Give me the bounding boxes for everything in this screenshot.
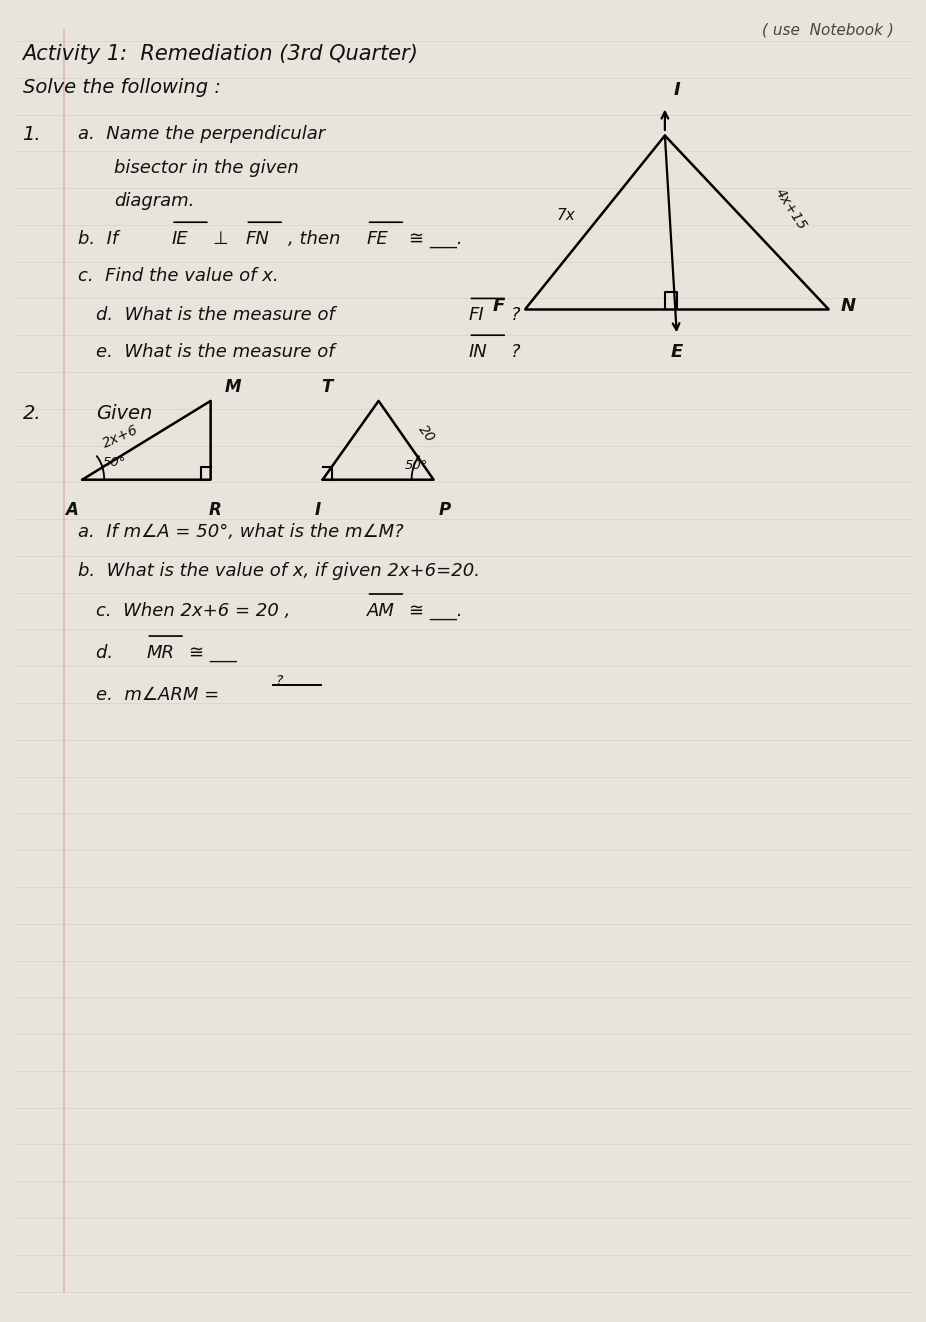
Text: ⊥: ⊥ (213, 230, 235, 249)
Text: R: R (209, 501, 221, 518)
Text: I: I (674, 81, 681, 99)
Text: IE: IE (171, 230, 188, 249)
Text: e.  What is the measure of: e. What is the measure of (96, 344, 341, 361)
Text: b.  What is the value of x, if given 2x+6=20.: b. What is the value of x, if given 2x+6… (78, 562, 480, 580)
Text: diagram.: diagram. (114, 192, 194, 210)
Text: 20: 20 (416, 423, 437, 446)
Text: FI: FI (469, 307, 484, 324)
Text: I: I (315, 501, 321, 518)
Text: 2x+6: 2x+6 (101, 422, 141, 451)
Text: M: M (224, 378, 241, 395)
Text: IN: IN (469, 344, 487, 361)
Text: ?: ? (275, 674, 282, 689)
Text: ( use  Notebook ): ( use Notebook ) (762, 22, 895, 37)
Text: ≅ ___.: ≅ ___. (409, 230, 462, 249)
Text: Activity 1:  Remediation (3rd Quarter): Activity 1: Remediation (3rd Quarter) (22, 44, 419, 63)
Text: ≅ ___.: ≅ ___. (409, 602, 462, 620)
Text: T: T (321, 378, 332, 395)
Text: 2.: 2. (22, 403, 41, 423)
Text: Given: Given (96, 403, 152, 423)
Text: e.  m∠ARM =: e. m∠ARM = (96, 686, 225, 703)
Text: 50°: 50° (405, 459, 428, 472)
Text: bisector in the given: bisector in the given (114, 159, 299, 177)
Text: 50°: 50° (103, 456, 126, 469)
Text: ?: ? (511, 344, 520, 361)
Text: c.  Find the value of x.: c. Find the value of x. (78, 267, 278, 286)
Text: MR: MR (146, 644, 174, 662)
Text: P: P (439, 501, 451, 518)
Text: d.  What is the measure of: d. What is the measure of (96, 307, 341, 324)
Text: AM: AM (367, 602, 394, 620)
Text: a.  If m∠A = 50°, what is the m∠M?: a. If m∠A = 50°, what is the m∠M? (78, 524, 403, 541)
Text: b.  If: b. If (78, 230, 123, 249)
Text: A: A (65, 501, 78, 518)
Text: 4x+15: 4x+15 (772, 186, 809, 233)
Text: c.  When 2x+6 = 20 ,: c. When 2x+6 = 20 , (96, 602, 302, 620)
Text: E: E (670, 344, 683, 361)
Text: a.  Name the perpendicular: a. Name the perpendicular (78, 126, 325, 143)
Text: ≅ ___: ≅ ___ (189, 644, 236, 662)
Text: 7x: 7x (557, 208, 575, 223)
Text: 1.: 1. (22, 126, 41, 144)
Text: d.: d. (96, 644, 125, 662)
Text: FN: FN (245, 230, 269, 249)
Text: F: F (493, 297, 506, 316)
Text: ?: ? (511, 307, 520, 324)
Text: , then: , then (288, 230, 345, 249)
Text: N: N (841, 297, 857, 316)
Text: FE: FE (367, 230, 388, 249)
Text: Solve the following :: Solve the following : (22, 78, 220, 97)
